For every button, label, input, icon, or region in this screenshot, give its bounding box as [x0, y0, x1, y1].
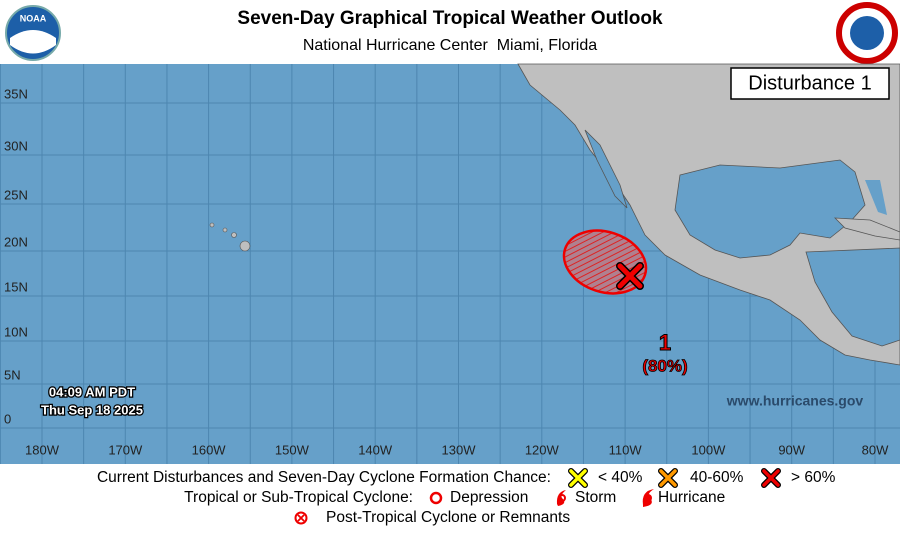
- legend-icon-high-fill: [762, 469, 780, 487]
- disturbance-number: 1: [659, 330, 671, 355]
- legend-icon-medium-fill: [659, 469, 677, 487]
- lon-label: 90W: [778, 442, 805, 457]
- lat-label: 10N: [4, 324, 28, 339]
- lon-label: 120W: [525, 442, 560, 457]
- lon-label: 160W: [192, 442, 227, 457]
- lat-label: 0: [4, 411, 11, 426]
- timestamp-date: Thu Sep 18 2025: [41, 402, 143, 417]
- lat-label: 5N: [4, 367, 21, 382]
- legend-icon-post-tropical-x: [297, 514, 305, 522]
- legend-icon-storm: [556, 490, 566, 506]
- lat-label: 15N: [4, 279, 28, 294]
- noaa-logo-wave: [10, 30, 56, 54]
- subtitle: National Hurricane Center Miami, Florida: [303, 37, 597, 54]
- disturbance-marker: [616, 262, 644, 290]
- legend-depression: Depression: [450, 489, 528, 506]
- lat-label: 30N: [4, 138, 28, 153]
- lon-label: 150W: [275, 442, 310, 457]
- legend-row1-label: Current Disturbances and Seven-Day Cyclo…: [97, 469, 551, 486]
- legend-high: > 60%: [791, 469, 836, 486]
- legend-low: < 40%: [598, 469, 643, 486]
- header: [0, 0, 900, 64]
- noaa-logo-text: NOAA: [20, 13, 47, 23]
- panel-label: Disturbance 1: [748, 72, 871, 94]
- cuba: [833, 217, 900, 241]
- lon-label: 130W: [442, 442, 477, 457]
- panel-label-box: [730, 67, 890, 100]
- legend-icon-low-fill: [569, 469, 587, 487]
- lon-label: 170W: [108, 442, 143, 457]
- legend-icon-storm-eye: [558, 494, 566, 502]
- lat-label: 35N: [4, 86, 28, 101]
- lon-label: 100W: [691, 442, 726, 457]
- nws-logo-center: [850, 16, 884, 50]
- legend-medium: 40-60%: [690, 469, 744, 486]
- gulf-of-mexico: [674, 159, 866, 259]
- hawaii: [209, 222, 251, 252]
- legend-row2-label: Tropical or Sub-Tropical Cyclone:: [184, 489, 413, 506]
- timestamp-time: 04:09 AM PDT: [49, 384, 135, 399]
- legend-post-tropical: Post-Tropical Cyclone or Remnants: [326, 509, 570, 526]
- lat-label: 25N: [4, 187, 28, 202]
- url: www.hurricanes.gov: [726, 393, 864, 409]
- legend-storm: Storm: [575, 489, 616, 506]
- lon-label: 180W: [25, 442, 60, 457]
- lon-label: 140W: [358, 442, 393, 457]
- atlantic-edge: [865, 180, 887, 215]
- disturbance-chance: (80%): [642, 356, 687, 375]
- title: Seven-Day Graphical Tropical Weather Out…: [237, 8, 663, 29]
- legend-icon-post-tropical: [294, 511, 308, 525]
- lon-label: 110W: [609, 442, 643, 457]
- legend-icon-depression: [429, 491, 443, 505]
- legend-hurricane: Hurricane: [658, 489, 725, 506]
- gulf-of-california: [584, 129, 628, 209]
- caribbean: [805, 247, 900, 347]
- legend-icon-hurricane-eye: [644, 494, 652, 502]
- lon-label: 80W: [862, 442, 889, 457]
- lat-label: 20N: [4, 234, 28, 249]
